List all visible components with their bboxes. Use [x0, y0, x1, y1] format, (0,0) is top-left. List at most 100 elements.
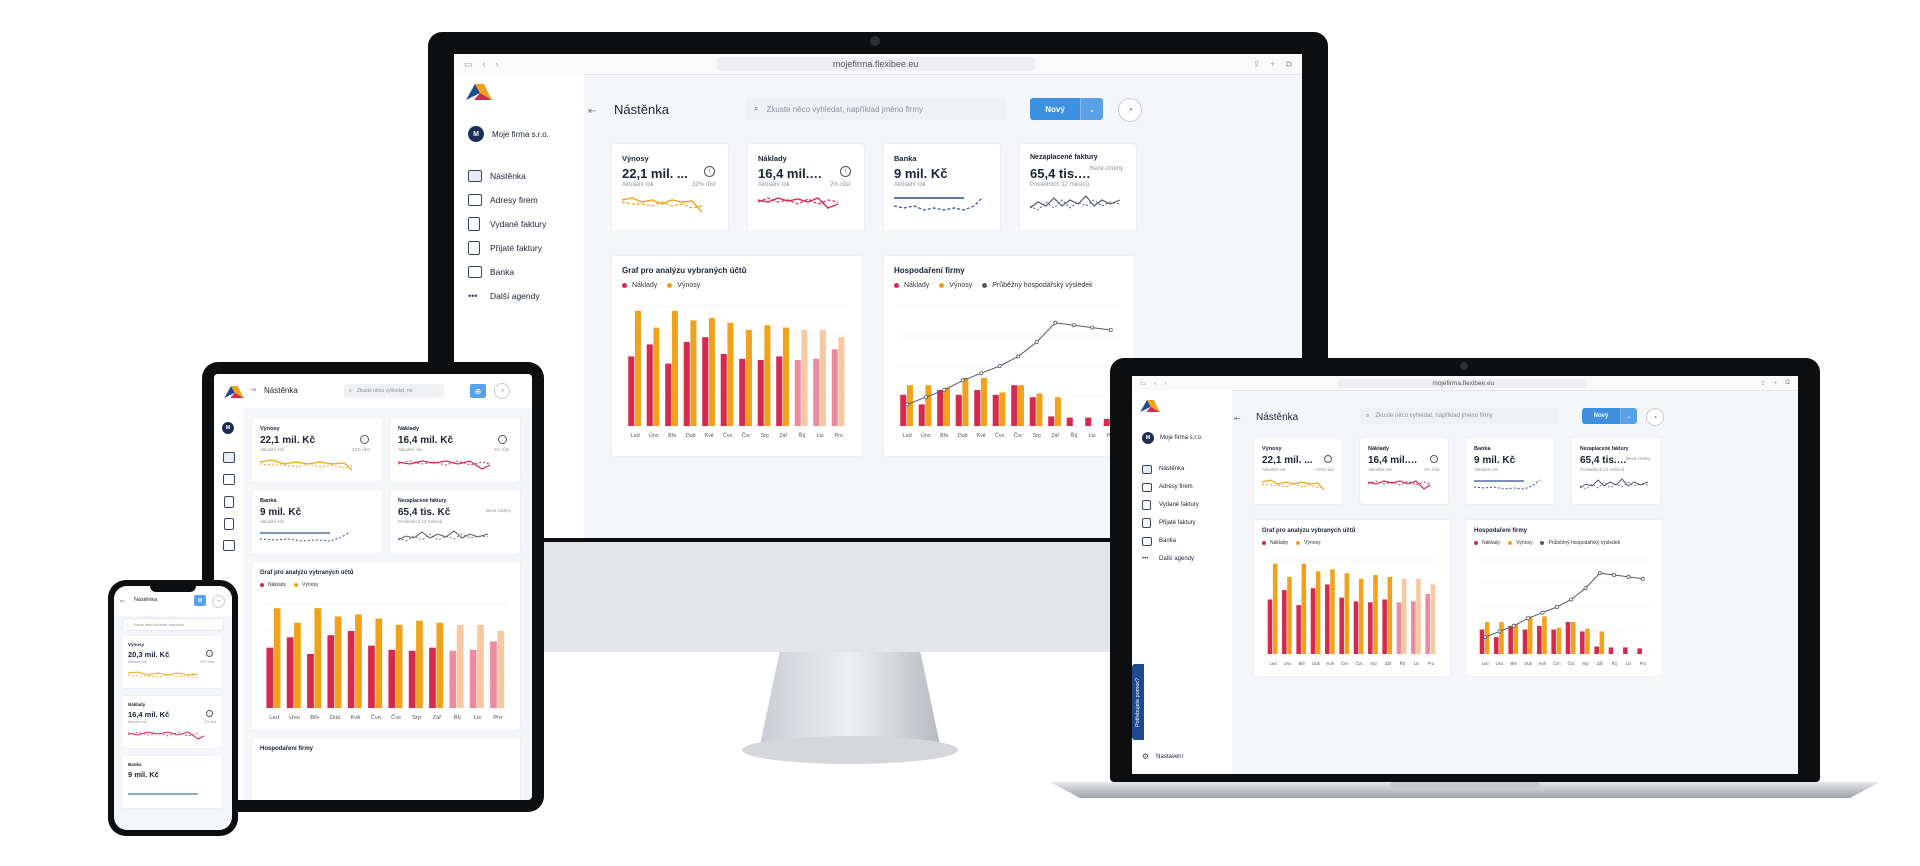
bar-vynosy[interactable] — [801, 330, 808, 426]
bar-vynosy[interactable] — [1272, 563, 1278, 654]
bar-naklady[interactable] — [720, 354, 727, 426]
share-icon[interactable]: ⇪ — [1760, 380, 1766, 387]
bar-vynosy[interactable] — [1358, 578, 1364, 654]
sidebar-item-vydane[interactable]: Vydané faktury — [1142, 496, 1199, 514]
bar-naklady[interactable] — [490, 641, 497, 708]
bar-naklady[interactable] — [739, 358, 746, 426]
line-point[interactable] — [1497, 629, 1502, 634]
collapse-sidebar-icon[interactable]: ⇤ — [588, 106, 597, 117]
new-button[interactable]: ⊕ — [194, 595, 206, 606]
line-point[interactable] — [1612, 573, 1617, 578]
bar-naklady[interactable] — [665, 363, 672, 426]
bar-naklady[interactable] — [1296, 605, 1301, 654]
sidebar-toggle-icon[interactable]: ▭ — [1140, 380, 1147, 387]
app-logo[interactable] — [1140, 400, 1160, 412]
kpi-card-banka[interactable]: Banka 9 mil. Kč — [122, 756, 222, 808]
new-button[interactable]: Nový — [1582, 408, 1620, 424]
sidebar-item-nastenka[interactable]: Nástěnka — [468, 164, 546, 188]
bar-vynosy[interactable] — [782, 327, 789, 426]
user-avatar[interactable]: ◔ — [494, 383, 510, 399]
bar-naklady[interactable] — [831, 349, 838, 426]
bar-vynosy[interactable] — [962, 378, 969, 426]
bar-naklady[interactable] — [449, 650, 457, 708]
bar-naklady[interactable] — [1494, 637, 1499, 654]
menu-icon[interactable]: ••• — [120, 598, 125, 603]
bar-vynosy[interactable] — [456, 624, 464, 708]
bar-vynosy[interactable] — [764, 325, 771, 426]
bar-vynosy[interactable] — [1430, 584, 1436, 654]
line-point[interactable] — [1526, 616, 1531, 621]
bar-naklady[interactable] — [429, 647, 436, 708]
forward-icon[interactable]: › — [495, 59, 499, 69]
bar-naklady[interactable] — [1048, 416, 1055, 426]
bar-naklady[interactable] — [813, 358, 820, 426]
bar-vynosy[interactable] — [1416, 578, 1421, 654]
line-point[interactable] — [1569, 597, 1574, 602]
search-input[interactable]: ⌕ Zkuste něco vyhledat, na — [344, 384, 444, 398]
kpi-card-naklady[interactable]: Náklady 16,4 mil.… Aktuální rok ↑ 2% růs… — [1360, 438, 1448, 504]
bar-naklady[interactable] — [683, 342, 690, 426]
bar-vynosy[interactable] — [1484, 622, 1490, 654]
bar-naklady[interactable] — [1325, 584, 1330, 654]
line-point[interactable] — [997, 364, 1002, 369]
sidebar-item-banka[interactable]: Banka — [1142, 532, 1199, 550]
kpi-card-vynosy[interactable]: Výnosy 20,3 mil. Kč Aktuální rok ↑ 32% r… — [122, 636, 222, 688]
bar-vynosy[interactable] — [727, 322, 734, 426]
bar-naklady[interactable] — [1508, 625, 1513, 654]
sidebar-item-banka[interactable]: Banka — [468, 260, 546, 284]
bar-naklady[interactable] — [1339, 597, 1344, 654]
bar-naklady[interactable] — [955, 394, 962, 426]
bar-vynosy[interactable] — [1599, 631, 1605, 654]
new-dropdown-button[interactable]: ⌄ — [1620, 408, 1637, 424]
share-icon[interactable]: ⇪ — [1252, 58, 1261, 69]
expand-sidebar-icon[interactable]: ⇥ — [250, 387, 256, 394]
bar-vynosy[interactable] — [436, 622, 444, 708]
new-tab-icon[interactable]: + — [1773, 379, 1778, 387]
bar-vynosy[interactable] — [273, 608, 281, 708]
line-point[interactable] — [1071, 323, 1076, 328]
bar-vynosy[interactable] — [999, 392, 1006, 426]
sidebar-item-adresy[interactable]: Adresy firem — [468, 188, 546, 212]
bar-naklady[interactable] — [628, 356, 635, 426]
forward-icon[interactable]: › — [1164, 379, 1167, 387]
bar-vynosy[interactable] — [634, 310, 641, 426]
sidebar-item-nastenka[interactable]: Nástěnka — [1142, 460, 1199, 478]
bar-naklady[interactable] — [1368, 602, 1373, 654]
kpi-card-nezaplacene[interactable]: Nezaplacené faktury 65,4 tis. Kč Posledn… — [390, 490, 520, 554]
bar-vynosy[interactable] — [1401, 578, 1407, 654]
line-point[interactable] — [1640, 576, 1645, 581]
bar-naklady[interactable] — [388, 649, 396, 708]
bar-naklady[interactable] — [1011, 385, 1018, 426]
line-point[interactable] — [1108, 327, 1113, 332]
sidebar-item-vydane[interactable]: Vydané faktury — [468, 212, 546, 236]
bar-vynosy[interactable] — [925, 385, 932, 426]
bar-vynosy[interactable] — [1499, 622, 1504, 654]
bar-naklady[interactable] — [1029, 397, 1036, 426]
line-point[interactable] — [905, 402, 910, 407]
bar-naklady[interactable] — [408, 650, 416, 708]
bar-vynosy[interactable] — [1301, 563, 1307, 654]
bar-naklady[interactable] — [1310, 588, 1316, 654]
bar-vynosy[interactable] — [819, 330, 826, 426]
sidebar-item-dalsi[interactable]: ••• Další agendy — [1142, 550, 1199, 568]
bar-naklady[interactable] — [992, 394, 999, 426]
bar-naklady[interactable] — [1267, 599, 1273, 654]
bar-vynosy[interactable] — [497, 631, 505, 708]
bar-naklady[interactable] — [1637, 648, 1642, 654]
new-dropdown-button[interactable]: ⌄ — [1080, 98, 1103, 120]
new-button[interactable]: ⊕ — [470, 384, 486, 398]
bar-vynosy[interactable] — [690, 320, 697, 426]
kpi-card-vynosy[interactable]: Výnosy 22,1 mil. Kč Aktuální rok ↑ 32% r… — [252, 418, 382, 482]
line-point[interactable] — [1540, 610, 1545, 615]
bar-vynosy[interactable] — [1570, 622, 1576, 654]
bar-naklady[interactable] — [1522, 629, 1528, 654]
bar-vynosy[interactable] — [1387, 576, 1393, 654]
url-bar[interactable]: mojefirma.flexibee.eu — [715, 57, 1036, 71]
bar-naklady[interactable] — [347, 631, 355, 708]
bar-vynosy[interactable] — [838, 337, 845, 426]
collapse-sidebar-icon[interactable]: ⇤ — [1234, 414, 1241, 423]
bar-vynosy[interactable] — [1585, 628, 1590, 654]
new-button[interactable]: Nový — [1030, 98, 1080, 120]
line-point[interactable] — [1483, 635, 1488, 640]
bar-naklady[interactable] — [1608, 647, 1614, 654]
